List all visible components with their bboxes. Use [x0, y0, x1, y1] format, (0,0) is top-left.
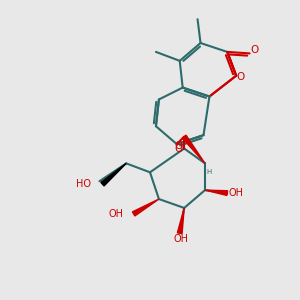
- Polygon shape: [177, 208, 184, 234]
- Text: O: O: [174, 143, 182, 154]
- Polygon shape: [182, 135, 205, 164]
- Text: O: O: [175, 141, 183, 151]
- Text: O: O: [250, 45, 258, 56]
- Text: H: H: [206, 169, 211, 175]
- Polygon shape: [101, 164, 126, 186]
- Text: HO: HO: [76, 179, 91, 189]
- Polygon shape: [132, 199, 159, 216]
- Text: O: O: [236, 72, 245, 82]
- Text: OH: OH: [108, 209, 123, 219]
- Text: OH: OH: [174, 234, 189, 244]
- Text: OH: OH: [229, 188, 244, 198]
- Polygon shape: [205, 190, 228, 196]
